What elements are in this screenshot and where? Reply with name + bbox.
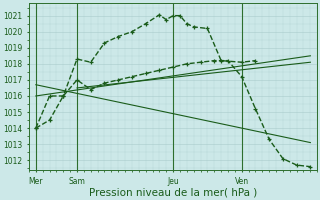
- X-axis label: Pression niveau de la mer( hPa ): Pression niveau de la mer( hPa ): [89, 187, 257, 197]
